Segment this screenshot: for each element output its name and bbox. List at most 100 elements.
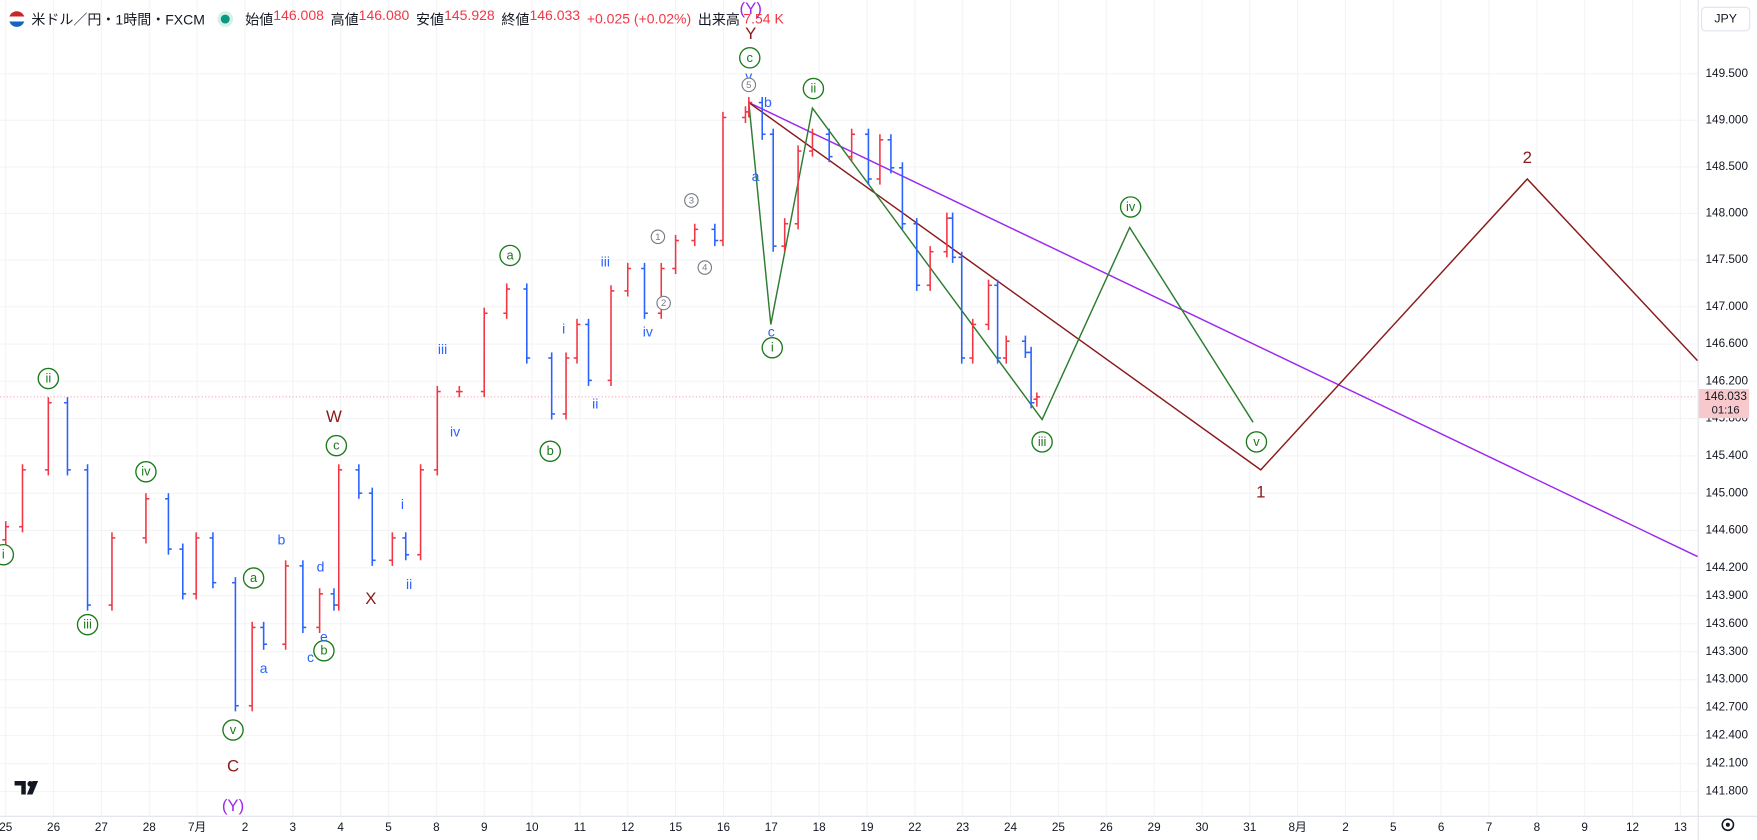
x-tick-label: 4	[337, 821, 344, 834]
x-tick-label: 6	[1438, 821, 1445, 834]
wave-label: 1	[1256, 483, 1265, 502]
grid	[0, 0, 1698, 816]
y-tick-label: 146.600	[1706, 337, 1749, 350]
field-name: 終値	[501, 12, 530, 29]
tv-logo	[14, 781, 39, 795]
x-tick-label: 26	[1100, 821, 1114, 834]
wave-label: a	[250, 570, 258, 585]
x-tick-label: 9	[481, 821, 488, 834]
wave-label: c	[333, 438, 340, 453]
wave-label: v	[1253, 434, 1260, 449]
wave-circle	[684, 193, 699, 208]
projection-line	[748, 101, 1699, 471]
x-tick-label: 30	[1195, 821, 1209, 834]
wave-label: Y	[745, 24, 756, 43]
y-tick-label: 144.200	[1706, 561, 1749, 574]
wave-label: iv	[141, 464, 151, 479]
wave-label: b	[277, 531, 285, 547]
symbol-flag	[8, 10, 25, 27]
wave-label: 2	[1523, 148, 1532, 167]
symbol-title[interactable]: 米ドル／円・1時間・FXCM	[31, 12, 205, 29]
wave-circle	[135, 460, 157, 483]
field-name: 始値	[245, 12, 274, 29]
wave-label: iii	[438, 341, 447, 357]
wave-label: iii	[83, 617, 92, 632]
settings-button[interactable]	[1721, 818, 1735, 832]
field-name: 安値	[416, 12, 445, 29]
axes: 149.500 149.000 148.500 148.000 147.500 147.0…	[0, 67, 1750, 834]
wave-label: c	[768, 324, 775, 340]
gear-center[interactable]	[1725, 822, 1730, 827]
x-tick-label: 13	[1674, 821, 1688, 834]
wave-label: (Y)	[740, 0, 762, 18]
wave-circle	[242, 567, 265, 589]
wave-circle	[76, 613, 99, 636]
x-tick-label: 26	[47, 821, 61, 834]
wave-label: 2	[661, 298, 666, 309]
wave-label: i	[2, 547, 5, 562]
y-tick-label: 147.000	[1706, 300, 1749, 313]
price-tag	[1698, 389, 1750, 419]
x-tick-label: 8	[1534, 821, 1541, 834]
gear-icon[interactable]	[1721, 818, 1735, 832]
x-tick-label: 12	[1626, 821, 1639, 834]
field-name: 高値	[330, 12, 359, 29]
x-tick-label: 2	[1342, 821, 1349, 834]
y-tick-label: 142.700	[1706, 701, 1749, 714]
x-tick-label: 15	[669, 821, 683, 834]
x-tick-label: 2	[242, 821, 249, 834]
y-tick-label: 148.000	[1706, 207, 1749, 220]
field-value: 145.928	[444, 7, 495, 24]
x-tick-label: 25	[1052, 821, 1066, 834]
x-tick-label: 3	[290, 821, 297, 834]
wave-label: iv	[450, 423, 460, 439]
volume-value: 7.54 K	[743, 10, 784, 27]
change: +0.025 (+0.02%)	[586, 10, 692, 27]
wave-circle	[802, 77, 825, 100]
wave-label: W	[326, 407, 342, 426]
wave-label: 4	[702, 263, 708, 274]
projection-line	[748, 101, 1698, 558]
y-tick-label: 145.000	[1706, 486, 1749, 499]
wave-label: b	[764, 94, 772, 110]
x-tick-label: 11	[574, 821, 586, 834]
annotations: iiiiiiivvabcabciiiiiiivvWXCY12(Y)(Y)bacd…	[0, 0, 1532, 815]
x-tick-label: 19	[860, 821, 873, 834]
wave-label: e	[320, 628, 328, 644]
wave-label: a	[506, 247, 514, 262]
x-tick-label: 16	[717, 821, 731, 834]
wave-label: 3	[689, 196, 694, 207]
y-tick-label: 143.300	[1706, 645, 1749, 658]
volume-name: 出来高	[697, 12, 740, 29]
y-tick-label: 149.500	[1706, 67, 1749, 80]
y-tick-label: 143.000	[1706, 673, 1749, 686]
wave-label: c	[747, 50, 754, 65]
y-tick-label: 142.400	[1706, 729, 1749, 742]
currency-button[interactable]: JPY	[1700, 6, 1751, 32]
x-tick-label: 8	[433, 821, 440, 834]
wave-label: a	[260, 660, 268, 676]
wave-circle	[697, 260, 713, 275]
wave-circle	[761, 336, 784, 359]
wave-label: d	[317, 558, 325, 574]
wave-circle	[1245, 431, 1268, 453]
wave-circle	[741, 77, 757, 93]
wave-circle	[650, 229, 666, 245]
wave-label: ii	[406, 576, 412, 592]
wave-circle	[313, 639, 335, 662]
x-tick-label: 18	[813, 821, 827, 834]
wave-label: a	[752, 168, 760, 184]
wave-circle	[656, 295, 671, 311]
x-tick-label: 9	[1581, 821, 1588, 834]
wave-circle	[739, 47, 761, 69]
y-tick-label: 141.800	[1706, 785, 1749, 798]
wave-label: iii	[1038, 434, 1047, 449]
wave-label: v	[745, 68, 752, 84]
wave-circle	[1119, 196, 1142, 218]
wave-label: ii	[45, 370, 51, 385]
wave-label: (Y)	[222, 796, 244, 815]
